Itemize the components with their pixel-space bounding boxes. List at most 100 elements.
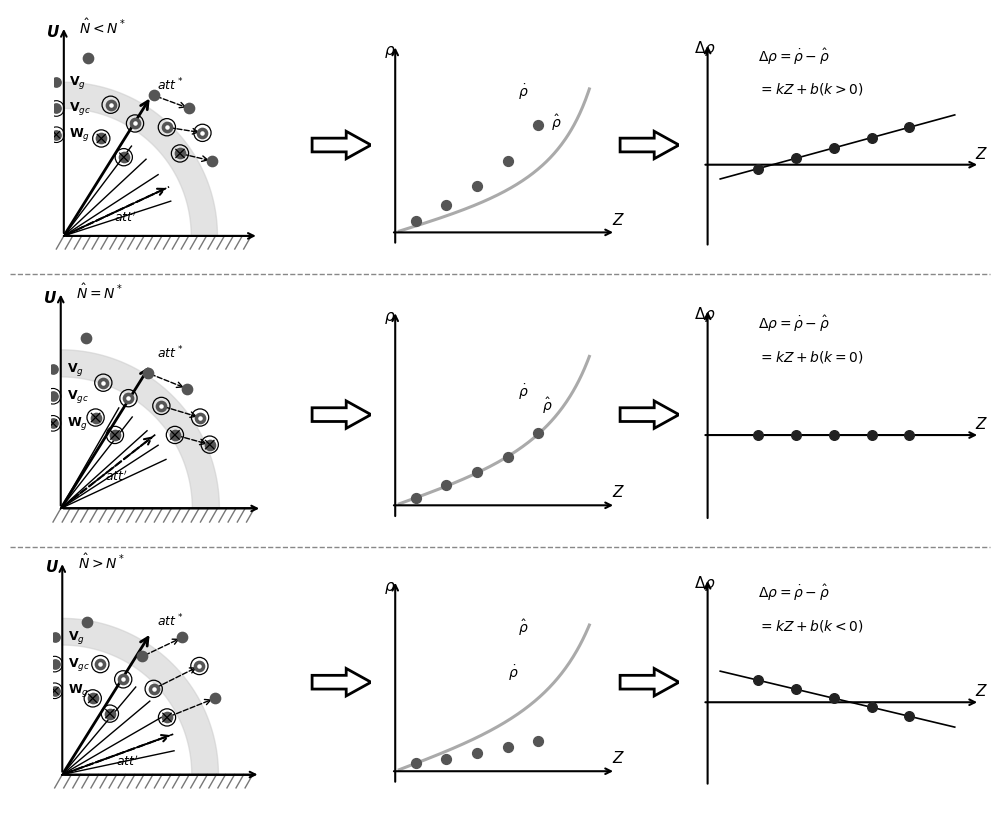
- Polygon shape: [620, 668, 679, 696]
- Point: [192, 411, 208, 424]
- Point: [88, 411, 104, 424]
- Point: [103, 98, 119, 111]
- Polygon shape: [61, 350, 219, 508]
- Point: [194, 127, 210, 140]
- Point: [107, 428, 123, 441]
- Point: [146, 682, 162, 695]
- Text: $= kZ + b(k = 0)$: $= kZ + b(k = 0)$: [758, 349, 864, 365]
- Point: [750, 162, 766, 175]
- Point: [120, 391, 136, 404]
- Point: [864, 701, 880, 714]
- Point: [191, 659, 207, 672]
- Point: [172, 147, 188, 160]
- Text: $\mathbf{V}_{gc}$: $\mathbf{V}_{gc}$: [69, 100, 91, 117]
- Text: $\mathbf{V}_g$: $\mathbf{V}_g$: [69, 74, 86, 91]
- Point: [103, 98, 119, 111]
- Point: [48, 102, 64, 115]
- Point: [788, 152, 804, 165]
- Point: [48, 128, 64, 141]
- Point: [80, 51, 96, 65]
- Text: $Z$: $Z$: [612, 750, 625, 766]
- Text: $\mathbf{W}_g$: $\mathbf{W}_g$: [69, 126, 91, 143]
- Point: [826, 428, 842, 441]
- Text: $att'$: $att'$: [114, 211, 137, 225]
- Text: $\Delta\rho$: $\Delta\rho$: [694, 38, 716, 57]
- Point: [864, 131, 880, 144]
- Point: [85, 692, 101, 705]
- Point: [901, 428, 917, 441]
- Text: $att'$: $att'$: [116, 754, 138, 769]
- Point: [469, 180, 485, 193]
- Point: [901, 121, 917, 134]
- Point: [45, 417, 61, 430]
- Text: $\mathbf{V}_g$: $\mathbf{V}_g$: [67, 360, 84, 377]
- Text: $= kZ + b(k < 0)$: $= kZ + b(k < 0)$: [758, 618, 864, 633]
- Text: $\boldsymbol{U}$: $\boldsymbol{U}$: [45, 559, 59, 575]
- Point: [127, 117, 143, 130]
- Point: [408, 757, 424, 770]
- Point: [88, 411, 104, 424]
- Point: [202, 438, 218, 451]
- Point: [204, 154, 220, 167]
- Point: [159, 711, 175, 724]
- Point: [103, 98, 119, 111]
- Point: [438, 752, 454, 766]
- Text: $\mathbf{V}_{gc}$: $\mathbf{V}_{gc}$: [67, 388, 89, 404]
- Text: $\rho$: $\rho$: [384, 44, 395, 60]
- Text: $att^*$: $att^*$: [157, 345, 183, 361]
- Text: $\Delta\rho = \dot{\rho} - \hat{\rho}$: $\Delta\rho = \dot{\rho} - \hat{\rho}$: [758, 583, 830, 603]
- Point: [146, 682, 162, 695]
- Text: $\hat{N} > N^*$: $\hat{N} > N^*$: [78, 552, 125, 572]
- Point: [153, 400, 169, 413]
- Text: $\boldsymbol{U}$: $\boldsymbol{U}$: [46, 24, 61, 40]
- Point: [159, 711, 175, 724]
- Point: [47, 658, 63, 671]
- Point: [826, 141, 842, 154]
- Point: [438, 478, 454, 491]
- Text: $\boldsymbol{U}$: $\boldsymbol{U}$: [43, 289, 57, 306]
- Text: $\dot{\rho}$: $\dot{\rho}$: [518, 382, 528, 402]
- Point: [469, 465, 485, 478]
- Point: [48, 76, 64, 89]
- Point: [181, 102, 197, 115]
- Polygon shape: [62, 618, 218, 775]
- Point: [153, 400, 169, 413]
- Text: $\hat{\rho}$: $\hat{\rho}$: [542, 395, 553, 416]
- Text: $Z$: $Z$: [975, 416, 988, 432]
- Point: [93, 132, 109, 145]
- Point: [140, 367, 156, 380]
- Polygon shape: [64, 83, 217, 236]
- Point: [115, 673, 131, 686]
- Point: [826, 692, 842, 705]
- Point: [45, 417, 61, 430]
- Text: $\hat{N} < N^*$: $\hat{N} < N^*$: [79, 17, 126, 37]
- Point: [45, 390, 61, 403]
- Point: [159, 121, 175, 134]
- Point: [167, 428, 183, 441]
- Text: $\rho$: $\rho$: [384, 310, 395, 326]
- Text: $\Delta\rho = \dot{\rho} - \hat{\rho}$: $\Delta\rho = \dot{\rho} - \hat{\rho}$: [758, 314, 830, 334]
- Point: [127, 117, 143, 130]
- Point: [500, 154, 516, 167]
- Text: $\dot{\rho}$: $\dot{\rho}$: [518, 82, 528, 102]
- Point: [469, 747, 485, 760]
- Text: $\hat{\rho}$: $\hat{\rho}$: [518, 618, 528, 638]
- Text: $Z$: $Z$: [975, 683, 988, 699]
- Point: [202, 438, 218, 451]
- Point: [192, 411, 208, 424]
- Polygon shape: [312, 401, 371, 428]
- Point: [116, 150, 132, 163]
- Point: [408, 491, 424, 504]
- Point: [159, 121, 175, 134]
- Point: [167, 428, 183, 441]
- Point: [788, 428, 804, 441]
- Point: [172, 147, 188, 160]
- Text: $\Delta\rho$: $\Delta\rho$: [694, 574, 716, 593]
- Point: [174, 631, 190, 644]
- Point: [95, 376, 111, 389]
- Text: $\Delta\rho = \dot{\rho} - \hat{\rho}$: $\Delta\rho = \dot{\rho} - \hat{\rho}$: [758, 47, 830, 67]
- Point: [92, 658, 108, 671]
- Point: [78, 332, 94, 345]
- Point: [530, 118, 546, 131]
- Point: [530, 426, 546, 440]
